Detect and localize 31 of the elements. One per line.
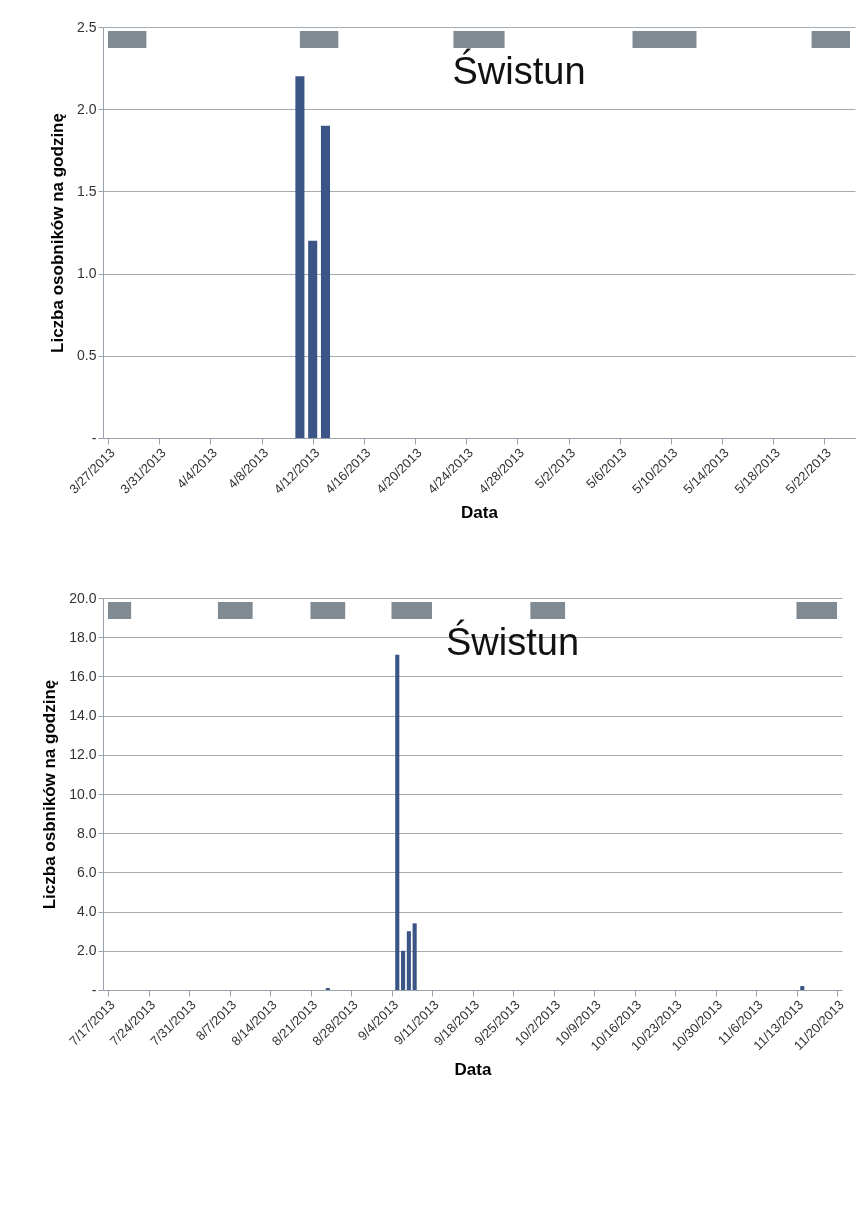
y-tick-label: 12.0 bbox=[69, 746, 97, 763]
bar bbox=[320, 125, 331, 438]
y-tick-label: 1.0 bbox=[77, 265, 97, 282]
y-tick-label: 2.0 bbox=[77, 100, 97, 117]
y-tick-label: 20.0 bbox=[69, 589, 97, 606]
y-tick-label: 4.0 bbox=[77, 903, 97, 920]
y-tick-label: 0.5 bbox=[77, 347, 97, 364]
y-axis-title: Liczba osbników na godzinę bbox=[40, 679, 60, 910]
y-tick-label: 2.0 bbox=[77, 942, 97, 959]
bar bbox=[800, 986, 805, 990]
bar bbox=[406, 931, 411, 990]
bar bbox=[401, 950, 406, 990]
y-tick-label: 8.0 bbox=[77, 824, 97, 841]
y-tick-label: 16.0 bbox=[69, 667, 97, 684]
x-axis-title: Data bbox=[461, 502, 499, 522]
bar bbox=[308, 240, 318, 438]
text: Świstun bbox=[445, 619, 580, 663]
y-tick-label: 18.0 bbox=[69, 628, 97, 645]
bar bbox=[395, 654, 400, 990]
y-tick-label: - bbox=[91, 429, 97, 446]
y-tick-label: 1.5 bbox=[77, 182, 97, 199]
bar bbox=[295, 76, 305, 438]
y-tick-label: - bbox=[91, 981, 97, 998]
y-axis-title: Liczba osobników na godzinę bbox=[48, 113, 68, 353]
y-tick-label: 2.5 bbox=[77, 18, 97, 35]
text: Świstun bbox=[452, 48, 586, 92]
x-axis-title: Data bbox=[454, 1059, 492, 1079]
y-tick-label: 10.0 bbox=[69, 785, 97, 802]
bar bbox=[412, 923, 417, 990]
y-tick-label: 6.0 bbox=[77, 863, 97, 880]
y-tick-label: 14.0 bbox=[69, 707, 97, 724]
